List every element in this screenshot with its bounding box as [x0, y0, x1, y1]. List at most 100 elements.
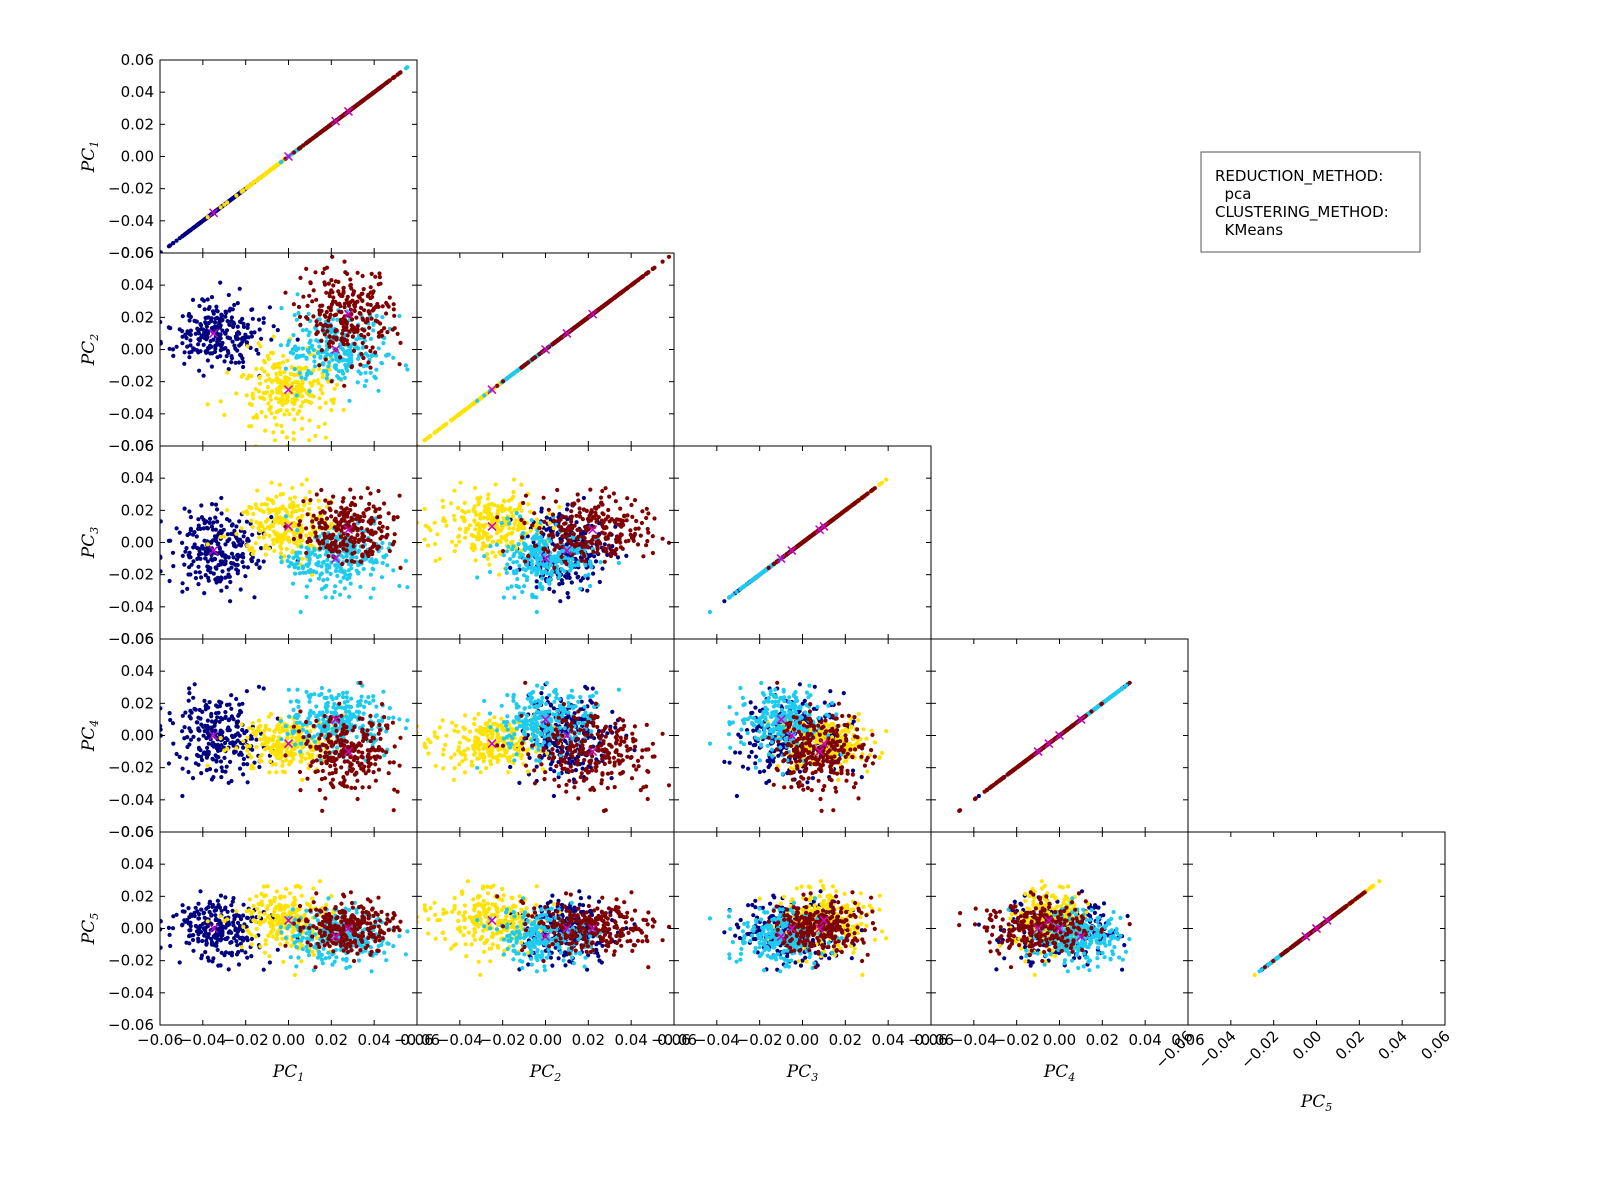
data-point: [277, 533, 282, 538]
data-point: [324, 549, 329, 554]
data-point: [450, 539, 455, 544]
centroid-marker: [283, 385, 294, 395]
data-point: [229, 315, 234, 320]
data-point: [237, 519, 242, 524]
data-point: [235, 348, 240, 353]
data-point: [567, 575, 572, 581]
data-point: [294, 317, 299, 322]
data-point: [196, 342, 201, 347]
data-point: [332, 335, 337, 340]
centroid-marker: [588, 309, 598, 319]
data-point: [456, 534, 461, 539]
data-point: [329, 278, 334, 283]
data-point: [295, 560, 300, 566]
data-point: [360, 544, 366, 549]
data-point: [391, 568, 396, 573]
y-tick-label: −0.06: [108, 437, 154, 455]
data-point: [379, 360, 384, 366]
data-point: [378, 281, 383, 286]
data-point: [574, 324, 579, 329]
data-point: [341, 290, 346, 295]
data-point: [490, 550, 495, 555]
data-point: [251, 396, 256, 401]
data-point: [210, 309, 216, 314]
data-point: [319, 571, 324, 576]
data-point: [218, 323, 223, 328]
data-point: [315, 351, 320, 356]
data-point: [281, 353, 286, 358]
data-point: [292, 387, 297, 392]
data-point: [519, 482, 524, 487]
data-point: [256, 535, 262, 540]
data-point: [236, 554, 242, 559]
data-point: [257, 374, 262, 379]
data-point: [391, 75, 396, 80]
data-point: [270, 378, 275, 384]
data-point: [199, 575, 204, 580]
data-point: [279, 159, 284, 164]
data-point: [458, 480, 463, 485]
data-point: [194, 534, 199, 539]
data-point: [264, 390, 269, 395]
data-point: [462, 500, 467, 505]
data-point: [282, 531, 288, 537]
data-point: [299, 544, 304, 549]
data-point: [295, 528, 300, 533]
data-point: [231, 555, 236, 560]
data-point: [305, 303, 310, 308]
data-point: [488, 544, 493, 549]
data-point: [274, 371, 279, 376]
data-point: [184, 546, 189, 551]
y-tick-label: 0.06: [121, 51, 154, 69]
data-point: [327, 291, 332, 296]
data-point: [261, 358, 266, 364]
data-point: [187, 311, 192, 317]
data-point: [166, 325, 171, 330]
data-point: [374, 367, 379, 372]
data-point: [242, 530, 247, 535]
data-point: [449, 501, 454, 506]
centroid-marker: [343, 106, 353, 116]
data-point: [271, 430, 276, 435]
data-point: [307, 506, 312, 512]
data-point: [272, 365, 277, 370]
data-point: [380, 524, 385, 529]
data-point: [224, 585, 229, 590]
centroid-marker: [283, 521, 294, 531]
data-point: [241, 510, 246, 515]
data-point: [347, 398, 352, 403]
data-point: [284, 435, 289, 440]
data-point: [334, 366, 339, 371]
data-point: [338, 534, 344, 539]
data-point: [353, 536, 358, 541]
data-point: [475, 398, 480, 403]
data-point: [214, 507, 220, 512]
data-point: [274, 422, 279, 427]
data-point: [262, 369, 267, 374]
data-point: [225, 319, 230, 324]
data-point: [272, 165, 277, 170]
data-point: [557, 504, 562, 510]
data-point: [342, 375, 347, 380]
data-point: [287, 564, 292, 569]
data-point: [239, 526, 244, 531]
scatter-panels: −0.06−0.04−0.020.000.020.040.06PC1−0.06−…: [79, 51, 1454, 1114]
data-point: [461, 409, 466, 414]
data-point: [489, 502, 494, 507]
data-point: [355, 528, 360, 533]
data-point: [211, 571, 216, 576]
data-point: [474, 534, 479, 540]
data-point: [359, 99, 364, 104]
data-point: [256, 317, 262, 322]
data-point: [331, 283, 336, 288]
data-point: [363, 370, 368, 375]
data-point: [221, 527, 226, 532]
data-point: [325, 577, 330, 582]
data-point: [548, 577, 553, 582]
data-point: [214, 331, 220, 336]
data-point: [263, 378, 268, 383]
data-point: [288, 371, 294, 376]
data-point: [264, 502, 269, 507]
data-point: [193, 319, 198, 324]
data-point: [534, 517, 539, 522]
